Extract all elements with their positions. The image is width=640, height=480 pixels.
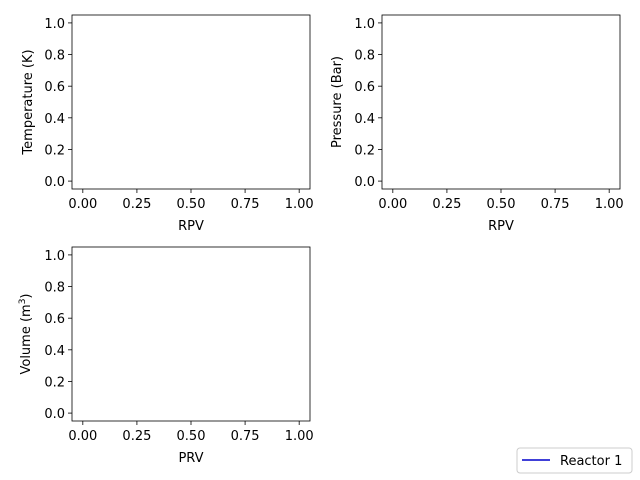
pressure-y-tick-label: 0.4 <box>354 112 375 127</box>
legend: Reactor 1 <box>516 447 633 474</box>
temperature-x-tick-label: 0.75 <box>231 197 260 212</box>
volume-y-tick-label: 0.0 <box>44 407 65 422</box>
pressure-y-tick-label: 0.6 <box>354 80 375 95</box>
pressure-x-tick-label: 0.75 <box>541 197 570 212</box>
volume-x-tick-label: 0.75 <box>231 429 260 444</box>
pressure-x-tick-label: 1.00 <box>595 197 624 212</box>
temperature-x-tick-label: 0.50 <box>177 197 206 212</box>
pressure-x-label: RPV <box>488 219 514 234</box>
volume-x-tick-label: 0.25 <box>122 429 151 444</box>
temperature-y-tick-label: 0.4 <box>44 112 65 127</box>
pressure-y-tick-label: 0.0 <box>354 175 375 190</box>
temperature-y-tick-label: 0.0 <box>44 175 65 190</box>
volume-axes: 0.00 0.25 0.50 0.75 1.00 0.0 0.2 0.4 0.6 0.8 1.0 <box>44 246 314 444</box>
volume-x-tick-label: 1.00 <box>285 429 314 444</box>
volume-y-label: Volume (m3) <box>18 293 34 374</box>
pressure-axes: 0.00 0.25 0.50 0.75 1.00 0.0 0.2 0.4 0.6 0.8 1.0 <box>354 14 624 212</box>
volume-y-tick-label: 0.4 <box>44 344 65 359</box>
temperature-x-tick-label: 0.25 <box>122 197 151 212</box>
volume-y-tick-label: 0.6 <box>44 312 65 327</box>
volume-y-label-superscript: 3 <box>18 299 28 305</box>
temperature-y-label: Temperature (K) <box>21 49 36 155</box>
pressure-y-tick-label: 0.8 <box>354 49 375 64</box>
volume-y-tick-label: 0.2 <box>44 375 65 390</box>
temperature-x-label: RPV <box>178 219 204 234</box>
volume-x-label: PRV <box>178 451 203 466</box>
pressure-x-tick-label: 0.25 <box>432 197 461 212</box>
pressure-x-tick-label: 0.50 <box>487 197 516 212</box>
volume-y-label-base: Volume (m <box>19 304 34 374</box>
legend-frame <box>516 447 633 474</box>
volume-x-tick-label: 0.50 <box>177 429 206 444</box>
volume-y-tick-label: 0.8 <box>44 281 65 296</box>
temperature-y-tick-label: 1.0 <box>44 17 65 32</box>
volume-y-tick-label: 1.0 <box>44 249 65 264</box>
pressure-x-tick-label: 0.00 <box>378 197 407 212</box>
temperature-x-tick-label: 0.00 <box>68 197 97 212</box>
volume-y-label-end: ) <box>19 293 34 298</box>
legend-label-reactor-1: Reactor 1 <box>560 454 622 469</box>
temperature-y-tick-label: 0.8 <box>44 49 65 64</box>
volume-x-tick-label: 0.00 <box>68 429 97 444</box>
pressure-y-tick-label: 1.0 <box>354 17 375 32</box>
temperature-axes: 0.00 0.25 0.50 0.75 1.00 0.0 0.2 0.4 0.6 0.8 1.0 <box>44 14 314 212</box>
temperature-y-tick-label: 0.6 <box>44 80 65 95</box>
temperature-x-tick-label: 1.00 <box>285 197 314 212</box>
temperature-y-tick-label: 0.2 <box>44 143 65 158</box>
pressure-y-tick-label: 0.2 <box>354 143 375 158</box>
pressure-y-label: Pressure (Bar) <box>330 56 345 148</box>
